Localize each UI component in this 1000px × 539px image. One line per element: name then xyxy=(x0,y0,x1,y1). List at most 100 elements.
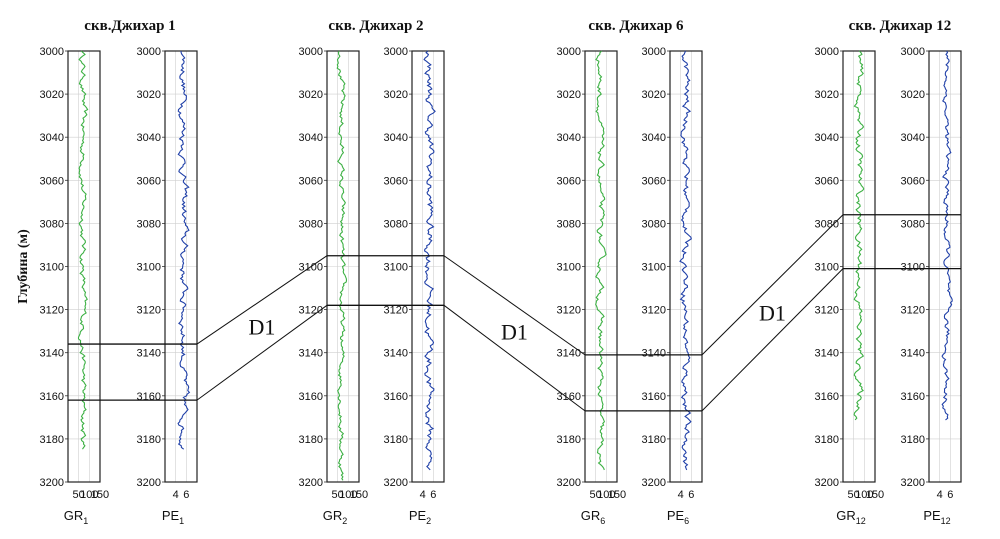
track-frame xyxy=(928,50,962,483)
log-curve-gr xyxy=(336,50,348,481)
depth-tick-label: 3180 xyxy=(137,434,161,446)
depth-tick-label: 3060 xyxy=(384,175,408,187)
depth-tick-label: 3120 xyxy=(557,305,581,317)
zone-label: D1 xyxy=(249,314,276,339)
depth-tick-label: 3040 xyxy=(901,132,925,144)
x-tick-label: 100 xyxy=(339,489,357,501)
depth-tick-label: 3080 xyxy=(137,218,161,230)
track-gr: 3000302030403060308031003120314031603180… xyxy=(299,46,369,526)
log-curve-pe xyxy=(423,50,436,471)
depth-tick-label: 3080 xyxy=(299,218,323,230)
track-name-label: GR1 xyxy=(64,508,89,526)
depth-tick-label: 3100 xyxy=(40,262,64,274)
x-tick-label: 50 xyxy=(332,489,344,501)
correlation-line xyxy=(443,255,586,356)
x-tick-label: 100 xyxy=(80,489,98,501)
depth-tick-label: 3120 xyxy=(815,305,839,317)
depth-tick-label: 3020 xyxy=(642,89,666,101)
correlation-line xyxy=(701,214,844,356)
track-name-label: GR6 xyxy=(581,508,606,526)
depth-tick-label: 3180 xyxy=(642,434,666,446)
depth-tick-label: 3180 xyxy=(557,434,581,446)
y-axis-label: Глубина (м) xyxy=(16,229,31,304)
depth-tick-label: 3060 xyxy=(557,175,581,187)
x-tick-label: 6 xyxy=(688,489,694,501)
correlation-line xyxy=(701,268,844,412)
depth-tick-label: 3120 xyxy=(384,305,408,317)
depth-tick-label: 3040 xyxy=(299,132,323,144)
log-curve-pe xyxy=(679,50,692,471)
depth-tick-label: 3000 xyxy=(557,46,581,58)
x-tick-label: 4 xyxy=(937,489,943,501)
depth-tick-label: 3020 xyxy=(901,89,925,101)
depth-tick-label: 3120 xyxy=(642,305,666,317)
log-curve-gr xyxy=(77,50,89,450)
track-frame xyxy=(842,50,876,483)
well-1: скв.Джихар 1 3000 3020 3040 3060 3080 3100 3120… xyxy=(40,18,198,526)
x-tick-label: 150 xyxy=(608,489,626,501)
depth-tick-label: 3140 xyxy=(901,348,925,360)
depth-tick-label: 3060 xyxy=(137,175,161,187)
depth-tick-label: 3200 xyxy=(384,477,408,489)
depth-tick-label: 3060 xyxy=(901,175,925,187)
depth-tick-label: 3020 xyxy=(384,89,408,101)
correlation-line xyxy=(196,255,328,345)
depth-tick-label: 3040 xyxy=(557,132,581,144)
track-frame xyxy=(326,50,360,483)
depth-tick-label: 3000 xyxy=(384,46,408,58)
log-curve-pe xyxy=(941,50,953,421)
track-gr: 3000302030403060308031003120314031603180… xyxy=(557,46,627,526)
depth-tick-label: 3180 xyxy=(40,434,64,446)
track-name-label: PE1 xyxy=(162,508,184,526)
depth-tick-label: 3200 xyxy=(137,477,161,489)
log-curve-gr xyxy=(853,50,865,421)
depth-tick-label: 3160 xyxy=(815,391,839,403)
depth-tick-label: 3160 xyxy=(299,391,323,403)
track-name-subscript: 6 xyxy=(684,516,689,526)
x-tick-label: 150 xyxy=(350,489,368,501)
x-tick-label: 6 xyxy=(430,489,436,501)
depth-tick-label: 3080 xyxy=(642,218,666,230)
depth-tick-label: 3200 xyxy=(299,477,323,489)
track-frame xyxy=(67,50,101,483)
depth-tick-label: 3180 xyxy=(901,434,925,446)
depth-tick-label: 3060 xyxy=(815,175,839,187)
track-name-subscript: 2 xyxy=(342,516,347,526)
depth-tick-label: 3100 xyxy=(642,262,666,274)
depth-tick-label: 3080 xyxy=(384,218,408,230)
depth-tick-label: 3120 xyxy=(137,305,161,317)
depth-tick-label: 3040 xyxy=(40,132,64,144)
well-title: скв. Джихар 12 xyxy=(849,18,952,34)
x-tick-label: 4 xyxy=(420,489,426,501)
depth-tick-label: 3160 xyxy=(40,391,64,403)
track-name-subscript: 1 xyxy=(179,516,184,526)
x-tick-label: 50 xyxy=(848,489,860,501)
x-tick-label: 6 xyxy=(947,489,953,501)
depth-tick-label: 3140 xyxy=(40,348,64,360)
depth-tick-label: 3020 xyxy=(299,89,323,101)
depth-tick-label: 3040 xyxy=(815,132,839,144)
track-name-label: GR2 xyxy=(323,508,348,526)
depth-tick-label: 3200 xyxy=(40,477,64,489)
correlation-line xyxy=(443,304,586,412)
depth-tick-label: 3020 xyxy=(137,89,161,101)
depth-tick-label: 3200 xyxy=(901,477,925,489)
x-tick-label: 4 xyxy=(173,489,179,501)
well-title: скв. Джихар 6 xyxy=(588,18,684,34)
depth-tick-label: 3120 xyxy=(40,305,64,317)
x-tick-label: 50 xyxy=(590,489,602,501)
depth-tick-label: 3020 xyxy=(815,89,839,101)
x-tick-label: 100 xyxy=(597,489,615,501)
depth-tick-label: 3000 xyxy=(137,46,161,58)
x-tick-label: 150 xyxy=(866,489,884,501)
depth-tick-label: 3140 xyxy=(557,348,581,360)
depth-tick-label: 3080 xyxy=(901,218,925,230)
depth-tick-label: 3160 xyxy=(901,391,925,403)
depth-tick-label: 3160 xyxy=(137,391,161,403)
depth-tick-label: 3080 xyxy=(40,218,64,230)
depth-tick-label: 3120 xyxy=(299,305,323,317)
track-name-label: PE6 xyxy=(667,508,689,526)
depth-tick-label: 3180 xyxy=(815,434,839,446)
x-tick-label: 100 xyxy=(855,489,873,501)
depth-tick-label: 3060 xyxy=(642,175,666,187)
